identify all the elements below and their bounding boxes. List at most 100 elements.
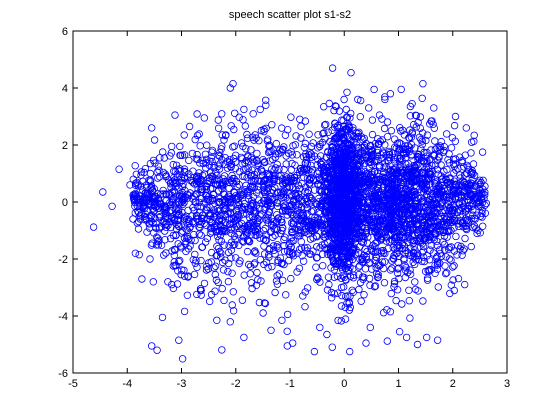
data-point xyxy=(366,323,374,332)
data-point xyxy=(335,180,343,189)
data-point xyxy=(142,191,151,200)
data-point xyxy=(175,178,184,187)
data-point xyxy=(189,256,197,264)
data-point xyxy=(406,184,415,192)
data-point xyxy=(173,220,181,229)
data-point xyxy=(265,170,273,178)
data-point xyxy=(443,269,451,277)
data-point xyxy=(175,211,183,219)
data-point xyxy=(320,102,328,111)
data-point xyxy=(334,316,342,325)
data-point xyxy=(452,181,460,189)
data-point xyxy=(400,254,408,263)
data-point xyxy=(158,148,167,156)
data-point xyxy=(324,208,332,217)
data-point xyxy=(454,241,462,250)
data-point xyxy=(235,200,244,209)
data-point xyxy=(154,195,163,203)
data-point xyxy=(242,205,250,214)
data-point xyxy=(375,161,384,170)
data-point xyxy=(312,220,320,228)
data-point xyxy=(152,193,160,201)
data-point xyxy=(470,131,478,139)
data-point xyxy=(189,178,197,187)
data-point xyxy=(372,228,380,237)
data-point xyxy=(474,198,482,207)
data-point xyxy=(183,234,191,242)
data-point xyxy=(404,268,412,277)
data-point xyxy=(290,195,298,204)
data-point xyxy=(384,157,393,165)
data-point xyxy=(287,166,296,174)
data-point xyxy=(372,203,380,212)
data-point xyxy=(315,173,323,181)
data-point xyxy=(402,149,411,157)
data-point xyxy=(226,199,235,207)
data-point xyxy=(206,215,214,223)
data-point xyxy=(349,231,357,239)
data-point xyxy=(172,231,180,239)
data-point xyxy=(356,278,365,287)
data-point xyxy=(381,95,389,104)
data-point xyxy=(418,248,426,257)
data-point xyxy=(180,272,189,280)
data-point xyxy=(406,266,414,274)
data-point xyxy=(369,180,377,188)
x-tick-label: -2 xyxy=(231,378,241,390)
data-point xyxy=(226,84,234,92)
data-point xyxy=(465,204,473,213)
data-point xyxy=(230,109,239,117)
data-point xyxy=(422,136,430,145)
data-point xyxy=(370,283,379,291)
data-point xyxy=(217,216,226,225)
data-point xyxy=(451,194,459,203)
data-point xyxy=(237,219,246,228)
data-point xyxy=(378,115,386,123)
data-point xyxy=(193,176,201,184)
y-tick-label: 4 xyxy=(62,83,68,95)
x-tick-label: 0 xyxy=(341,378,347,390)
data-point xyxy=(289,236,298,245)
data-point xyxy=(274,202,282,211)
data-point xyxy=(449,263,457,271)
data-point xyxy=(431,137,439,145)
data-point xyxy=(341,125,350,133)
data-point xyxy=(174,207,183,215)
data-point xyxy=(183,190,191,198)
data-point xyxy=(325,280,333,289)
data-point xyxy=(441,212,449,221)
data-point xyxy=(218,142,226,150)
data-point xyxy=(228,171,236,180)
data-point xyxy=(345,267,353,275)
data-point xyxy=(216,160,224,168)
data-point xyxy=(217,249,225,257)
data-point xyxy=(365,104,373,112)
data-point xyxy=(479,176,487,184)
data-point xyxy=(235,180,243,189)
data-point xyxy=(420,207,428,216)
data-point xyxy=(406,314,414,322)
data-point xyxy=(159,190,167,198)
data-point xyxy=(253,268,261,277)
data-point xyxy=(430,235,438,244)
data-point xyxy=(165,208,173,216)
data-point xyxy=(248,155,257,164)
data-point xyxy=(295,245,304,254)
data-point xyxy=(417,238,425,247)
data-point xyxy=(330,106,338,115)
data-point xyxy=(346,347,354,356)
data-point xyxy=(344,225,353,234)
data-point xyxy=(385,185,393,193)
data-point xyxy=(155,236,163,245)
data-point xyxy=(115,165,123,173)
data-point xyxy=(383,118,392,126)
data-point xyxy=(270,175,278,183)
data-point xyxy=(482,199,491,208)
data-point xyxy=(240,165,248,174)
data-point xyxy=(131,249,140,257)
data-point xyxy=(445,255,454,263)
data-point xyxy=(339,203,347,212)
data-point xyxy=(350,243,358,251)
data-point xyxy=(346,114,354,122)
data-point xyxy=(469,190,477,199)
